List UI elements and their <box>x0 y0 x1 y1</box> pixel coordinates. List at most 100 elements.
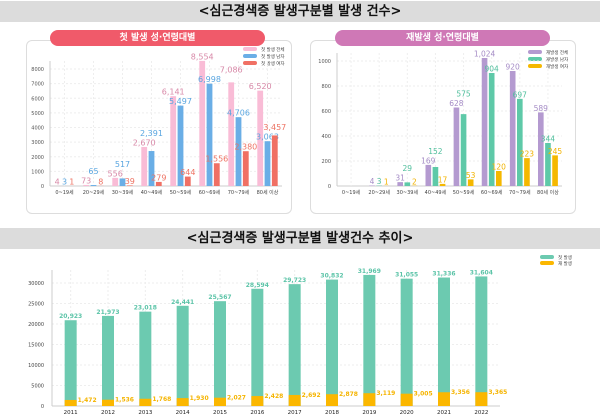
y-tick-label: 20000 <box>28 322 44 328</box>
y-tick-label: 0 <box>328 184 331 190</box>
bar <box>206 83 213 186</box>
data-label: 4 <box>370 177 375 186</box>
data-label: 7,086 <box>220 66 243 75</box>
data-label: 17 <box>438 175 448 184</box>
data-label: 8 <box>98 177 103 186</box>
legend-label: 재발생 여자 <box>546 63 569 70</box>
data-label: 152 <box>428 147 443 156</box>
legend-swatch <box>243 61 257 65</box>
bar <box>524 158 530 186</box>
bar <box>397 182 403 186</box>
bar <box>517 98 523 186</box>
y-tick-label: 8000 <box>31 67 44 73</box>
data-label: 5,497 <box>169 97 192 106</box>
data-label: 223 <box>520 150 535 159</box>
bar <box>438 392 450 406</box>
data-label: 279 <box>151 173 166 182</box>
y-tick-label: 600 <box>321 109 331 115</box>
y-tick-label: 4000 <box>31 126 44 132</box>
data-label: 628 <box>449 99 464 108</box>
bar <box>453 107 460 186</box>
y-tick-label: 400 <box>321 134 331 140</box>
bar <box>425 164 432 186</box>
data-label: 1,472 <box>78 397 97 404</box>
data-label: 1,768 <box>152 396 171 403</box>
y-tick-label: 5000 <box>31 384 44 390</box>
bar <box>288 284 301 406</box>
bar <box>64 320 77 406</box>
bar <box>184 176 191 186</box>
x-tick-label: 30~39세 <box>112 189 134 196</box>
bar <box>538 112 544 186</box>
legend-label: 첫 발생 전체 <box>261 46 285 53</box>
data-label: 31 <box>395 174 405 183</box>
data-label: 29 <box>403 164 413 173</box>
bar <box>199 60 206 186</box>
x-tick-label: 0~19세 <box>55 189 74 196</box>
data-label: 575 <box>456 89 471 98</box>
data-label: 6,520 <box>249 82 272 91</box>
bar <box>139 398 152 406</box>
bar <box>432 167 439 186</box>
data-label: 3,457 <box>263 123 286 132</box>
x-tick-label: 70~79세 <box>509 189 531 196</box>
data-label: 39 <box>125 177 135 186</box>
first-occurrence-chart-title: 첫 발생 성·연령대별 <box>50 30 265 46</box>
y-tick-label: 1000 <box>318 59 331 65</box>
data-label: 904 <box>485 65 500 74</box>
x-tick-label: 40~49세 <box>425 189 447 196</box>
x-tick-label: 2019 <box>362 410 376 416</box>
data-label: 2,428 <box>264 393 283 400</box>
y-tick-label: 800 <box>321 84 331 90</box>
data-label: 20,923 <box>59 313 82 320</box>
legend-swatch <box>243 54 257 58</box>
x-tick-label: 20~29세 <box>83 189 105 196</box>
bar <box>214 301 226 406</box>
bar <box>119 178 126 186</box>
data-label: 3,365 <box>488 389 507 396</box>
bar <box>545 143 551 186</box>
bar <box>363 393 376 406</box>
bar <box>213 163 220 186</box>
x-tick-label: 2012 <box>101 410 115 416</box>
y-tick-label: 2000 <box>31 155 44 161</box>
data-label: 556 <box>108 169 123 178</box>
bar <box>257 90 264 186</box>
data-label: 31,604 <box>470 269 493 276</box>
x-tick-label: 2021 <box>437 410 451 416</box>
bar <box>126 185 133 186</box>
x-tick-label: 2014 <box>176 410 190 416</box>
y-tick-label: 7000 <box>31 82 44 88</box>
x-tick-label: 60~69세 <box>481 189 503 196</box>
legend-label: 재발생 전체 <box>546 49 568 56</box>
data-label: 2,027 <box>227 395 246 402</box>
bar <box>102 399 114 406</box>
data-label: 2 <box>412 177 417 186</box>
x-tick-label: 0~19세 <box>342 189 361 196</box>
legend-label: 재 발생 <box>558 260 572 267</box>
x-tick-label: 2013 <box>138 410 152 416</box>
bar <box>400 393 413 406</box>
data-label: 120 <box>492 163 507 172</box>
y-tick-label: 3000 <box>31 140 44 146</box>
legend-label: 재발생 남자 <box>546 56 569 63</box>
data-label: 697 <box>513 90 528 99</box>
y-tick-label: 200 <box>321 159 331 165</box>
data-label: 589 <box>534 104 549 113</box>
bar <box>271 135 278 186</box>
legend-swatch <box>528 57 542 61</box>
x-tick-label: 60~69세 <box>199 189 221 196</box>
data-label: 30,832 <box>320 273 343 280</box>
data-label: 1,024 <box>474 50 496 59</box>
bar <box>141 146 148 186</box>
bar <box>83 184 90 186</box>
x-tick-label: 30~39세 <box>397 189 419 196</box>
bar <box>552 155 558 186</box>
data-label: 1,536 <box>115 397 134 404</box>
data-label: 3 <box>377 177 382 186</box>
bar <box>64 399 77 406</box>
data-label: 644 <box>180 168 195 177</box>
x-tick-label: 50~59세 <box>453 189 475 196</box>
data-label: 23,018 <box>134 305 157 312</box>
